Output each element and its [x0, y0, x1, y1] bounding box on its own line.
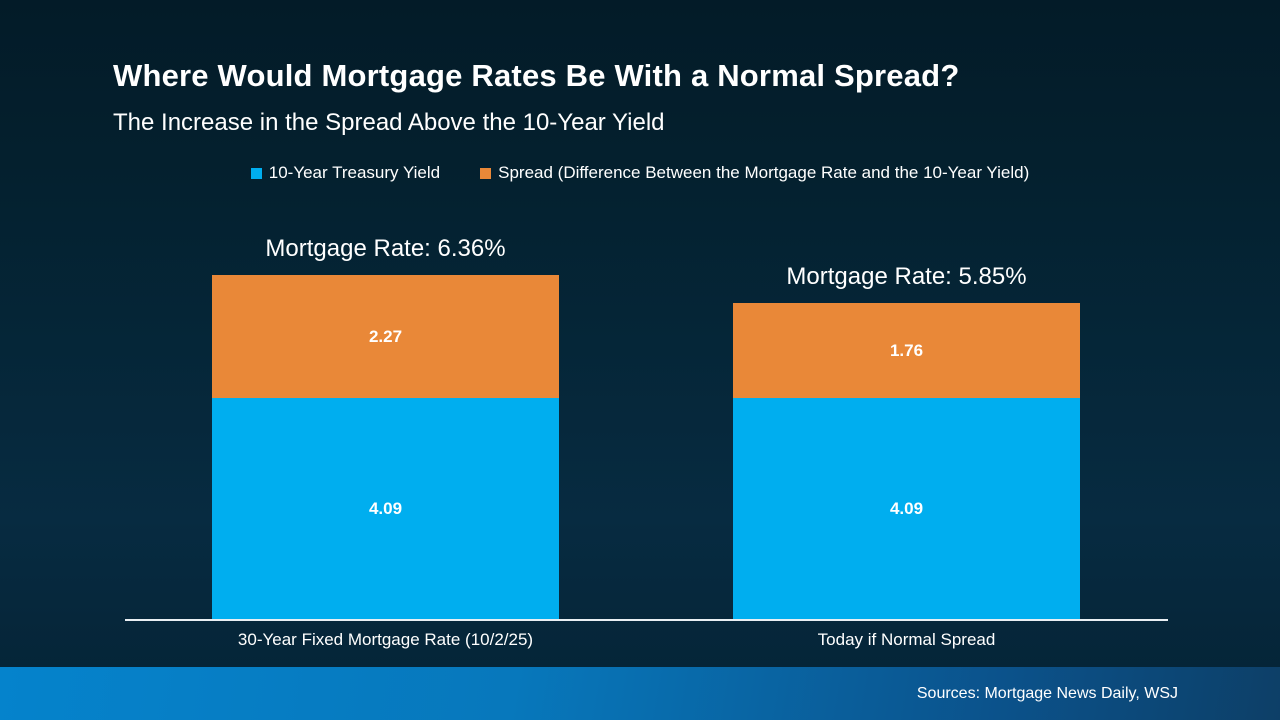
- page-subtitle: The Increase in the Spread Above the 10-…: [113, 109, 665, 136]
- bar-segment-spread-normal: 1.76: [733, 302, 1080, 399]
- value-label-spread-normal: 1.76: [889, 340, 924, 360]
- page-title: Where Would Mortgage Rates Be With a Nor…: [113, 58, 960, 93]
- x-axis-line: [125, 619, 1168, 621]
- footer-bar: Sources: Mortgage News Daily, WSJ: [0, 667, 1280, 720]
- chart-header: Where Would Mortgage Rates Be With a Nor…: [113, 58, 1213, 137]
- bar-annotation-normal: Mortgage Rate: 5.85%: [786, 262, 1027, 290]
- value-label-treasury-current: 4.09: [368, 499, 403, 519]
- bar-group-normal-spread: Mortgage Rate: 5.85% 1.76 4.09: [733, 263, 1080, 620]
- legend-label-spread: Spread (Difference Between the Mortgage …: [498, 163, 1030, 182]
- x-axis-label-normal: Today if Normal Spread: [817, 630, 996, 649]
- legend-swatch-blue-icon: [250, 167, 262, 179]
- bar-segment-treasury-normal: 4.09: [733, 398, 1080, 620]
- value-label-spread-current: 2.27: [368, 326, 403, 346]
- bar-segment-treasury-current: 4.09: [212, 398, 559, 620]
- bar-group-current-rate: Mortgage Rate: 6.36% 2.27 4.09: [212, 235, 559, 620]
- x-axis-label-current: 30-Year Fixed Mortgage Rate (10/2/25): [237, 630, 534, 649]
- value-label-treasury-normal: 4.09: [889, 499, 924, 519]
- sources-text: Sources: Mortgage News Daily, WSJ: [916, 684, 1178, 702]
- legend-label-treasury: 10-Year Treasury Yield: [268, 163, 441, 182]
- legend-swatch-orange-icon: [480, 167, 492, 179]
- bar-segment-spread-current: 2.27: [212, 275, 559, 399]
- legend-item-spread: Spread (Difference Between the Mortgage …: [480, 163, 1029, 183]
- bar-annotation-current: Mortgage Rate: 6.36%: [265, 235, 506, 263]
- legend-item-treasury: 10-Year Treasury Yield: [250, 163, 441, 183]
- chart-legend: 10-Year Treasury Yield Spread (Differenc…: [0, 163, 1280, 183]
